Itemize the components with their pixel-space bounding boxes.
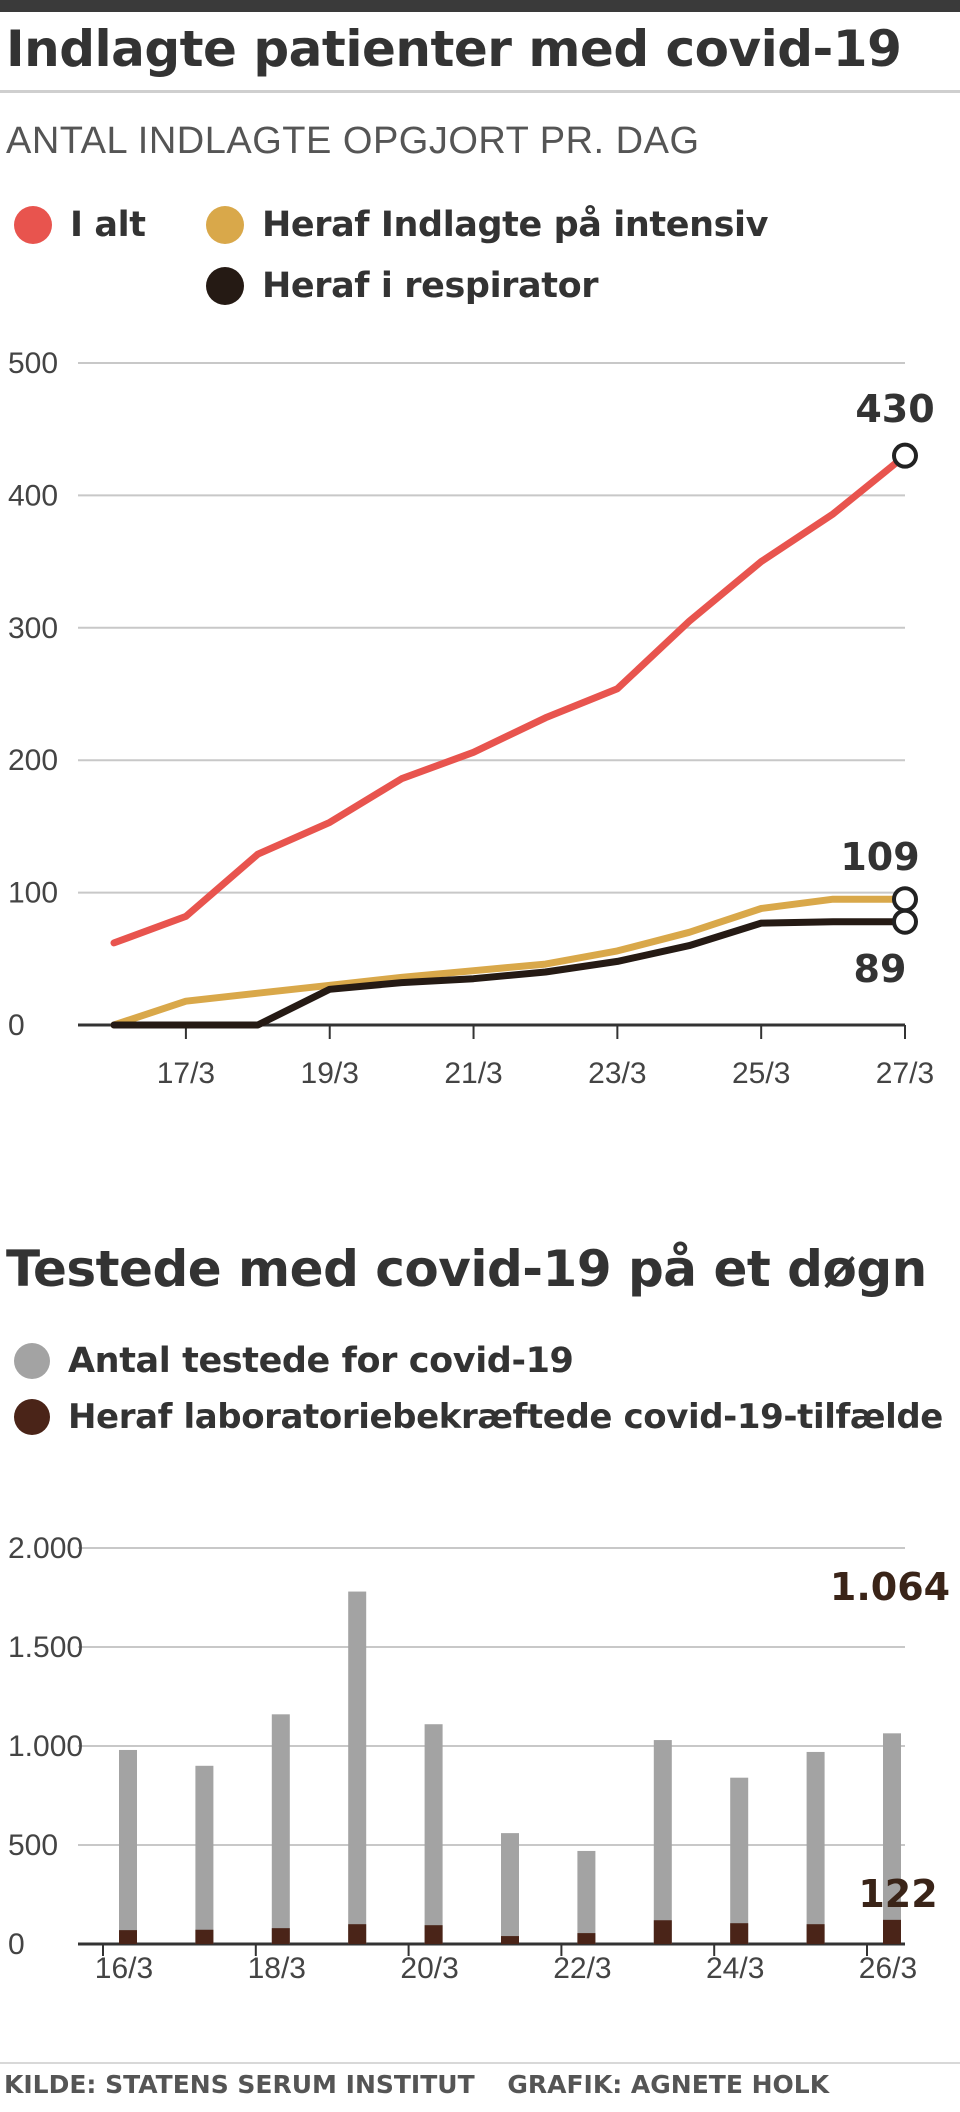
x-tick-label: 24/3 xyxy=(706,1952,764,1980)
y-tick-label: 500 xyxy=(8,347,58,380)
bar-testede xyxy=(348,1591,367,1944)
line-chart-indlagte: 0 100 200 300 400 500 17/3 19/3 21/3 23/3 25/3 27/… xyxy=(8,347,935,1090)
chart2-title: Testede med covid-19 på et døgn xyxy=(6,1240,927,1298)
chart1-title: Indlagte patienter med covid-19 xyxy=(6,20,902,78)
footer-divider xyxy=(0,2062,960,2064)
x-tick-label: 20/3 xyxy=(400,1952,458,1980)
chart1-x-ticks: 17/3 19/3 21/3 23/3 25/3 27/3 xyxy=(157,1025,934,1090)
bar-bekraeftede xyxy=(730,1923,749,1944)
bar-testede xyxy=(119,1749,137,1944)
legend-dot-bekraeftede xyxy=(14,1399,50,1435)
end-marker xyxy=(892,442,918,469)
end-label-i-alt: 430 xyxy=(855,387,934,431)
bar-bekraeftede xyxy=(653,1920,672,1944)
end-marker xyxy=(892,908,918,935)
source-credit: KILDE: STATENS SERUM INSTITUT xyxy=(4,2070,475,2099)
end-label-intensiv: 109 xyxy=(840,835,919,879)
x-tick-label: 27/3 xyxy=(876,1057,934,1090)
legend-label-testede: Antal testede for covid-19 xyxy=(68,1341,574,1381)
x-tick-label: 17/3 xyxy=(157,1057,215,1090)
chart2-x-ticks: 16/3 18/3 20/3 22/3 24/3 26/3 xyxy=(95,1944,917,1980)
bar-bekraeftede xyxy=(119,1930,137,1944)
bar-bekraeftede xyxy=(501,1936,519,1944)
y-tick-label: 200 xyxy=(8,744,58,777)
y-tick-label: 500 xyxy=(8,1829,58,1862)
bar-bekraeftede xyxy=(271,1928,290,1944)
y-tick-label: 1.500 xyxy=(8,1631,83,1664)
end-label-bekraeftede: 122 xyxy=(858,1872,937,1916)
end-marker xyxy=(892,886,918,913)
bar-testede xyxy=(195,1765,214,1944)
x-tick-label: 21/3 xyxy=(444,1057,502,1090)
series-line xyxy=(110,895,909,1029)
y-tick-label: 0 xyxy=(8,1928,25,1961)
legend-dot-respirator xyxy=(206,267,244,305)
bar-bekraeftede xyxy=(577,1933,596,1944)
chart1-end-markers xyxy=(892,442,918,935)
legend-dot-testede xyxy=(14,1343,50,1379)
legend-dot-i-alt xyxy=(14,206,52,244)
y-tick-label: 400 xyxy=(8,479,58,512)
bar-testede xyxy=(730,1777,749,1944)
y-tick-label: 300 xyxy=(8,612,58,645)
series-line xyxy=(110,452,909,947)
legend-item-intensiv: Heraf Indlagte på intensiv xyxy=(206,205,768,245)
chart2-y-ticks: 0 500 1.000 1.500 2.000 xyxy=(8,1532,83,1961)
bar-testede xyxy=(577,1850,596,1944)
chart2-grid xyxy=(78,1547,905,1946)
bar-testede xyxy=(271,1714,290,1944)
chart1-subtitle: ANTAL INDLAGTE OPGJORT PR. DAG xyxy=(6,120,700,162)
legend-label-i-alt: I alt xyxy=(70,205,146,245)
x-tick-label: 16/3 xyxy=(95,1952,153,1980)
bar-bekraeftede xyxy=(883,1919,901,1944)
title-divider xyxy=(0,90,960,93)
bar-testede xyxy=(806,1751,825,1944)
bar-bekraeftede xyxy=(348,1924,367,1944)
y-tick-label: 100 xyxy=(8,877,58,910)
legend-item-bekraeftede: Heraf laboratoriebekræftede covid-19-til… xyxy=(14,1397,943,1437)
legend-label-bekraeftede: Heraf laboratoriebekræftede covid-19-til… xyxy=(68,1397,943,1437)
bar-bekraeftede xyxy=(806,1924,825,1944)
legend-label-intensiv: Heraf Indlagte på intensiv xyxy=(262,205,769,245)
chart1-series xyxy=(110,452,909,1029)
bar-testede xyxy=(883,1733,901,1944)
legend-item-respirator: Heraf i respirator xyxy=(206,266,599,306)
graphic-credit: GRAFIK: AGNETE HOLK xyxy=(507,2070,830,2099)
end-label-respirator: 89 xyxy=(854,947,907,991)
chart2-bars xyxy=(119,1591,901,1944)
y-tick-label: 2.000 xyxy=(8,1532,83,1565)
legend-item-i-alt: I alt xyxy=(14,205,146,245)
x-tick-label: 22/3 xyxy=(553,1952,611,1980)
bar-bekraeftede xyxy=(195,1929,214,1944)
x-tick-label: 19/3 xyxy=(301,1057,359,1090)
x-tick-label: 23/3 xyxy=(588,1057,646,1090)
bar-testede xyxy=(653,1740,672,1944)
x-tick-label: 25/3 xyxy=(732,1057,790,1090)
end-label-testede: 1.064 xyxy=(830,1565,950,1609)
legend-label-respirator: Heraf i respirator xyxy=(262,266,599,306)
footer: KILDE: STATENS SERUM INSTITUT GRAFIK: AG… xyxy=(4,2070,853,2099)
bar-testede xyxy=(501,1833,519,1944)
x-tick-label: 26/3 xyxy=(859,1952,917,1980)
x-tick-label: 18/3 xyxy=(248,1952,306,1980)
y-tick-label: 0 xyxy=(8,1009,25,1042)
bar-testede xyxy=(424,1724,443,1944)
legend-dot-intensiv xyxy=(206,206,244,244)
bar-chart-testede: 0 500 1.000 1.500 2.000 16/3 18/3 20/3 22/3 24/3… xyxy=(8,1532,950,1980)
bar-bekraeftede xyxy=(424,1925,443,1944)
top-rule xyxy=(0,0,960,12)
y-tick-label: 1.000 xyxy=(8,1730,83,1763)
chart1-y-ticks: 0 100 200 300 400 500 xyxy=(8,347,58,1042)
legend-item-testede: Antal testede for covid-19 xyxy=(14,1341,574,1381)
series-line xyxy=(110,918,909,1029)
